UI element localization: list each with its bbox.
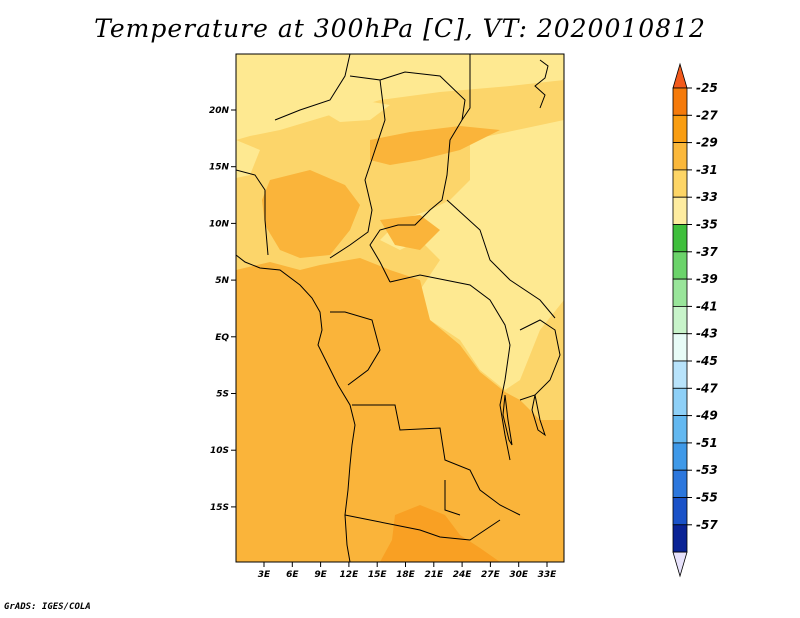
lon-tick-label: 24E — [453, 570, 473, 580]
colorbar-swatch — [672, 196, 688, 225]
colorbar-label: -33 — [696, 190, 718, 204]
fill-light-east — [380, 120, 564, 390]
map-frame — [235, 53, 565, 563]
lon-tick-label: 9E — [314, 570, 327, 580]
colorbar-label: -37 — [696, 245, 718, 259]
colorbar-label: -43 — [696, 327, 718, 341]
colorbar-bottom-arrow — [672, 551, 688, 578]
colorbar-swatch — [672, 87, 688, 116]
fill-light-center — [320, 100, 390, 122]
border-line — [446, 199, 556, 319]
colorbar-label: -27 — [696, 108, 718, 122]
colorbar-swatch — [672, 524, 688, 553]
lon-tick-label: 21E — [424, 570, 444, 580]
fill-warm-core — [380, 505, 500, 562]
lon-tick-label: 18E — [396, 570, 416, 580]
grads-credit: GrADS: IGES/COLA — [4, 602, 91, 612]
lat-tick-label: 20N — [209, 106, 230, 116]
border-line — [389, 274, 511, 461]
colorbar-label: -51 — [696, 436, 718, 450]
colorbar-swatch — [672, 142, 688, 171]
colorbar-swatch — [672, 224, 688, 253]
colorbar-swatch — [672, 415, 688, 444]
colorbar-swatch — [672, 469, 688, 498]
lake-outline — [502, 394, 513, 446]
border-line — [444, 480, 461, 516]
colorbar-top-arrow — [672, 62, 688, 89]
fill-deep-north2 — [370, 126, 500, 165]
colorbar-label: -41 — [696, 299, 718, 313]
border-line — [236, 169, 269, 256]
fill-light-north — [236, 54, 564, 140]
temperature-fill — [236, 54, 564, 562]
lake-outline — [531, 394, 546, 437]
lon-tick-label: 30E — [509, 570, 529, 580]
fill-light-west — [236, 140, 260, 178]
lon-tick-label: 15E — [368, 570, 388, 580]
lat-tick-label: 5S — [216, 390, 229, 400]
axis-ticks: 3E 6E 9E 12E 15E 18E 21E 24E 27E 30E 33E 20N 15N 10N 5… — [209, 106, 557, 580]
colorbar-label: -47 — [696, 381, 718, 395]
colorbar-swatch — [672, 497, 688, 526]
lat-tick-label: 10S — [210, 446, 229, 456]
border-line — [461, 54, 471, 121]
colorbar-swatch — [672, 169, 688, 198]
lon-tick-label: 6E — [286, 570, 299, 580]
colorbar-label: -55 — [696, 491, 718, 505]
lat-tick-label: 5N — [215, 276, 229, 286]
colorbar-legend: -25 -27 -29 -31 -33 -35 -37 -39 -41 -43 -45 -47 -49 -… — [672, 62, 718, 578]
lon-tick-label: 33E — [538, 570, 558, 580]
colorbar-label: -29 — [696, 136, 718, 150]
fill-deep-main — [236, 258, 564, 562]
colorbar-label: -53 — [696, 463, 718, 477]
colorbar-label: -31 — [696, 163, 718, 177]
map-title: Temperature at 300hPa [C], VT: 202001081… — [94, 14, 706, 43]
border-line — [330, 311, 381, 386]
lon-tick-label: 27E — [481, 570, 501, 580]
west-coast-line — [236, 254, 356, 562]
lat-tick-label: 15S — [210, 503, 229, 513]
lon-tick-label: 3E — [258, 570, 271, 580]
colorbar-label: -49 — [696, 409, 718, 423]
colorbar-swatch — [672, 360, 688, 389]
colorbar-swatch — [672, 114, 688, 144]
colorbar-label: -57 — [696, 518, 718, 532]
fill-deep-north1 — [262, 170, 360, 258]
colorbar-swatch — [672, 278, 688, 307]
colorbar-label: -45 — [696, 354, 718, 368]
lat-tick-label: EQ — [215, 333, 229, 343]
border-line — [274, 54, 351, 121]
country-borders — [236, 54, 561, 562]
lat-tick-label: 15N — [209, 163, 230, 173]
colorbar-label: -35 — [696, 218, 718, 232]
colorbar-swatch — [672, 387, 688, 416]
colorbar-swatch — [672, 305, 688, 335]
border-line — [344, 514, 501, 541]
colorbar-label: -39 — [696, 272, 718, 286]
colorbar-swatch — [672, 251, 688, 280]
border-line — [352, 404, 521, 516]
border-line — [329, 75, 386, 259]
border-line — [369, 71, 466, 283]
colorbar-label: -25 — [696, 81, 718, 95]
colorbar-swatch — [672, 442, 688, 471]
lat-tick-label: 10N — [209, 219, 230, 229]
colorbar-swatch — [672, 333, 688, 362]
fill-deep-north3 — [380, 215, 440, 250]
lon-tick-label: 12E — [340, 570, 360, 580]
east-coast-line — [534, 59, 549, 109]
